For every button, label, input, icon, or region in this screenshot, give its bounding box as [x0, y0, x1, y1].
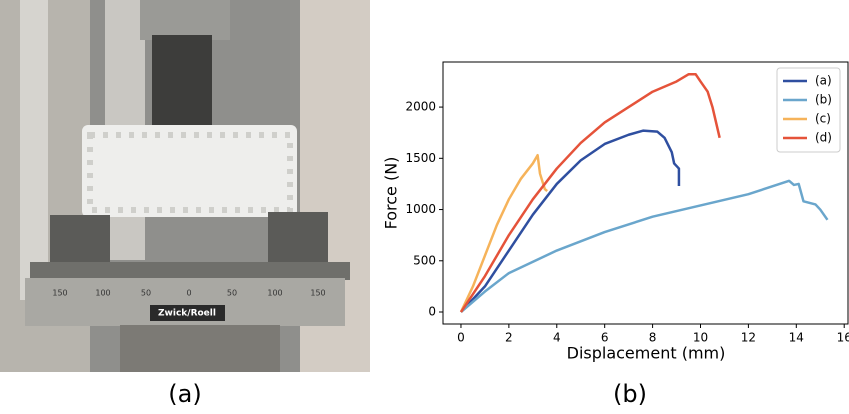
x-axis-label: Displacement (mm) [567, 344, 726, 363]
plot-frame [442, 61, 849, 325]
y-tick-label: 2000 [405, 100, 436, 114]
y-axis-label: Force (N) [382, 157, 401, 230]
legend-label: (b) [815, 93, 832, 107]
ruler-label: 0 [186, 289, 191, 298]
brand-plate [150, 305, 225, 321]
legend-label: (c) [815, 112, 831, 126]
caption: (a) [168, 380, 201, 408]
support [268, 212, 328, 262]
ruler-label: 150 [52, 289, 67, 298]
x-tick-label: 10 [693, 331, 708, 345]
specimen [82, 125, 297, 217]
y-tick-label: 0 [428, 305, 436, 319]
photo: Zwick/Roell [0, 0, 370, 372]
base-rail [30, 262, 350, 280]
y-tick-label: 1000 [405, 202, 436, 216]
x-tick-label: 4 [553, 331, 561, 345]
machine-column [20, 0, 48, 300]
x-tick-label: 16 [837, 331, 849, 345]
line [460, 179, 829, 313]
ruler-label: 150 [310, 289, 325, 298]
x-tick-label: 14 [789, 331, 804, 345]
x-tick-label: 2 [505, 331, 513, 345]
ruler-label: 50 [141, 289, 151, 298]
x-tick-label: 12 [741, 331, 756, 345]
legend [776, 67, 841, 153]
ruler-label: 100 [267, 289, 282, 298]
y-tick-label: 1500 [405, 151, 436, 165]
line [459, 73, 721, 313]
brand: Zwick/Roell [158, 309, 216, 319]
loading-nose [152, 35, 212, 130]
ruler-label: 50 [227, 289, 237, 298]
y-tick-label: 500 [413, 253, 436, 267]
x-tick-label: 6 [601, 331, 609, 345]
x-tick-label: 8 [649, 331, 657, 345]
legend-label: (d) [815, 131, 832, 145]
base [120, 325, 280, 372]
support [50, 215, 110, 265]
caption: (b) [613, 380, 647, 408]
line [459, 153, 549, 313]
legend-label: (a) [815, 74, 832, 88]
line [460, 129, 681, 313]
x-tick-label: 0 [457, 331, 465, 345]
load-cell [140, 0, 230, 40]
lattice [87, 132, 293, 213]
ruler-label: 100 [95, 289, 110, 298]
